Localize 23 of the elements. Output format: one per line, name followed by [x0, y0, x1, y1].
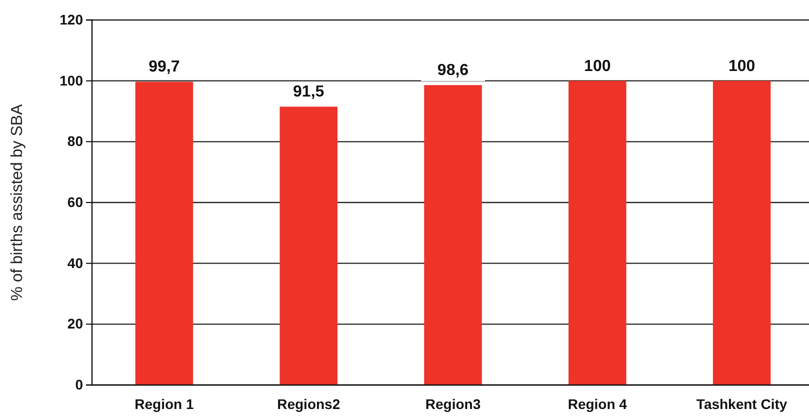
x-tick-label: Region 1 [134, 396, 194, 412]
data-label: 100 [728, 58, 756, 75]
data-label: 99,7 [148, 58, 180, 76]
x-tick-label: Tashkent City [696, 396, 788, 412]
y-axis-title: % of births assisted by SBA [9, 104, 26, 301]
bar [712, 80, 771, 385]
data-label: 98,6 [437, 62, 469, 80]
y-tick-label: 100 [60, 72, 84, 88]
x-tick-label: Regions2 [277, 396, 340, 412]
data-label: 100 [584, 58, 611, 75]
data-label: 91,5 [293, 84, 324, 101]
bar [424, 85, 482, 385]
y-tick-label: 80 [67, 133, 84, 150]
y-tick-label: 20 [67, 316, 84, 332]
x-tick-label: Region3 [425, 396, 481, 412]
bar [280, 106, 338, 385]
y-tick-label: 120 [60, 11, 84, 28]
y-tick-label: 40 [67, 254, 84, 271]
x-tick-label: Region 4 [568, 396, 628, 412]
y-tick-label: 60 [67, 194, 84, 210]
y-tick-label: 0 [75, 376, 84, 392]
bar [568, 80, 626, 385]
bar [135, 82, 194, 385]
